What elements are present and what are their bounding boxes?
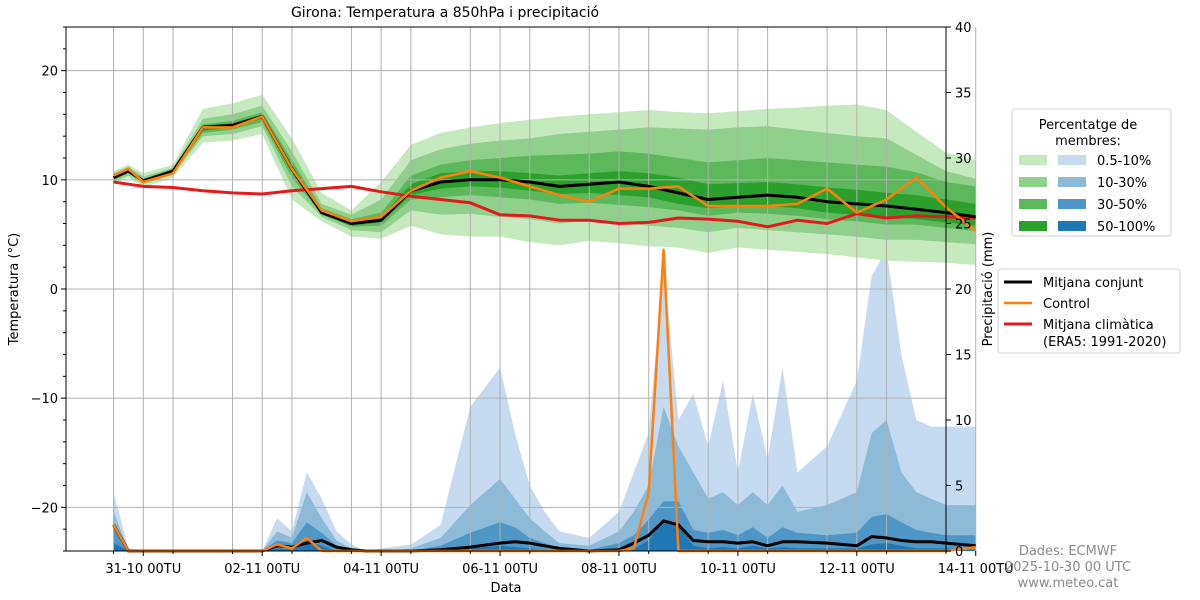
temp-climatology-line xyxy=(113,180,976,229)
legend-temp-swatch xyxy=(1019,155,1047,165)
y-left-tick-label: 0 xyxy=(50,283,58,298)
y-right-tick-label: 0 xyxy=(955,545,963,560)
y-left-tick-label: −20 xyxy=(31,501,58,516)
legend-temp-swatch xyxy=(1019,199,1047,209)
axes-layer: 31-10 00TU 02-11 00TU 04-11 00TU 06-11 00TU… xyxy=(31,21,1014,577)
credit-website: www.meteo.cat xyxy=(1017,576,1119,591)
precip-band-2 xyxy=(113,406,976,551)
legend-precip-swatch xyxy=(1058,221,1086,231)
credit-source: Dades: ECMWF xyxy=(1018,544,1118,559)
legend-line-label: Mitjana conjunt xyxy=(1043,276,1143,291)
chart-title: Girona: Temperatura a 850hPa i precipita… xyxy=(291,5,599,21)
precip-band-4 xyxy=(113,519,976,551)
legend-line-label: Mitjana climàtica xyxy=(1043,318,1154,333)
temp-band-4 xyxy=(113,114,976,226)
y-right-tick-label: 10 xyxy=(955,414,972,429)
legend-band-label: 30-50% xyxy=(1097,198,1147,213)
precip-band-1 xyxy=(113,249,976,551)
x-tick-label: 14-11 00TU xyxy=(938,562,1014,577)
data-credit: Dades: ECMWF 2025-10-30 00 UTC www.meteo… xyxy=(968,544,1168,592)
y-axis-right-label: Precipitació (mm) xyxy=(981,232,996,347)
grid-layer xyxy=(66,27,977,551)
legend-precip-swatch xyxy=(1058,155,1086,165)
x-tick-label: 12-11 00TU xyxy=(819,562,895,577)
x-tick-label: 02-11 00TU xyxy=(224,562,300,577)
bands-layer xyxy=(113,94,976,551)
legend-precip-swatch xyxy=(1058,177,1086,187)
legend-lines: Mitjana conjunt Control Mitjana climàtica (… xyxy=(997,268,1181,354)
legend-temp-swatch xyxy=(1019,177,1047,187)
precip-band-3 xyxy=(113,501,976,551)
x-tick-label: 10-11 00TU xyxy=(700,562,776,577)
credit-run: 2025-10-30 00 UTC xyxy=(1004,560,1132,575)
y-right-tick-label: 5 xyxy=(955,480,963,495)
y-right-tick-label: 40 xyxy=(955,21,972,36)
legend-temp-swatch xyxy=(1019,221,1047,231)
legend-bands-box xyxy=(1011,108,1172,237)
y-axis-left-label: Temperatura (°C) xyxy=(7,233,22,346)
y-right-tick-label: 15 xyxy=(955,349,972,364)
y-right-tick-label: 30 xyxy=(955,152,972,167)
x-tick-label: 04-11 00TU xyxy=(343,562,419,577)
legend-title: Percentatge de xyxy=(1039,118,1138,133)
x-axis-label: Data xyxy=(490,581,521,596)
legend-lines-box xyxy=(997,268,1181,354)
legend-line-label: (ERA5: 1991-2020) xyxy=(1043,335,1166,350)
y-right-tick-label: 35 xyxy=(955,87,972,102)
y-left-tick-label: 10 xyxy=(41,174,58,189)
x-tick-label: 08-11 00TU xyxy=(581,562,657,577)
legend-title: membres: xyxy=(1055,134,1121,149)
y-left-tick-label: 20 xyxy=(41,65,58,80)
temp-control-line xyxy=(113,115,977,233)
legend-band-label: 0.5-10% xyxy=(1097,154,1151,169)
y-right-tick-label: 20 xyxy=(955,283,972,298)
y-right-tick-label: 25 xyxy=(955,218,972,233)
x-tick-label: 06-11 00TU xyxy=(462,562,538,577)
y-left-tick-label: −10 xyxy=(31,392,58,407)
legend-band-label: 50-100% xyxy=(1097,220,1155,235)
x-tick-label: 31-10 00TU xyxy=(105,562,181,577)
temp-ensemble-mean-line xyxy=(112,115,976,225)
legend-band-label: 10-30% xyxy=(1097,176,1147,191)
legend-line-label: Control xyxy=(1043,297,1090,312)
legend-precip-swatch xyxy=(1058,199,1086,209)
